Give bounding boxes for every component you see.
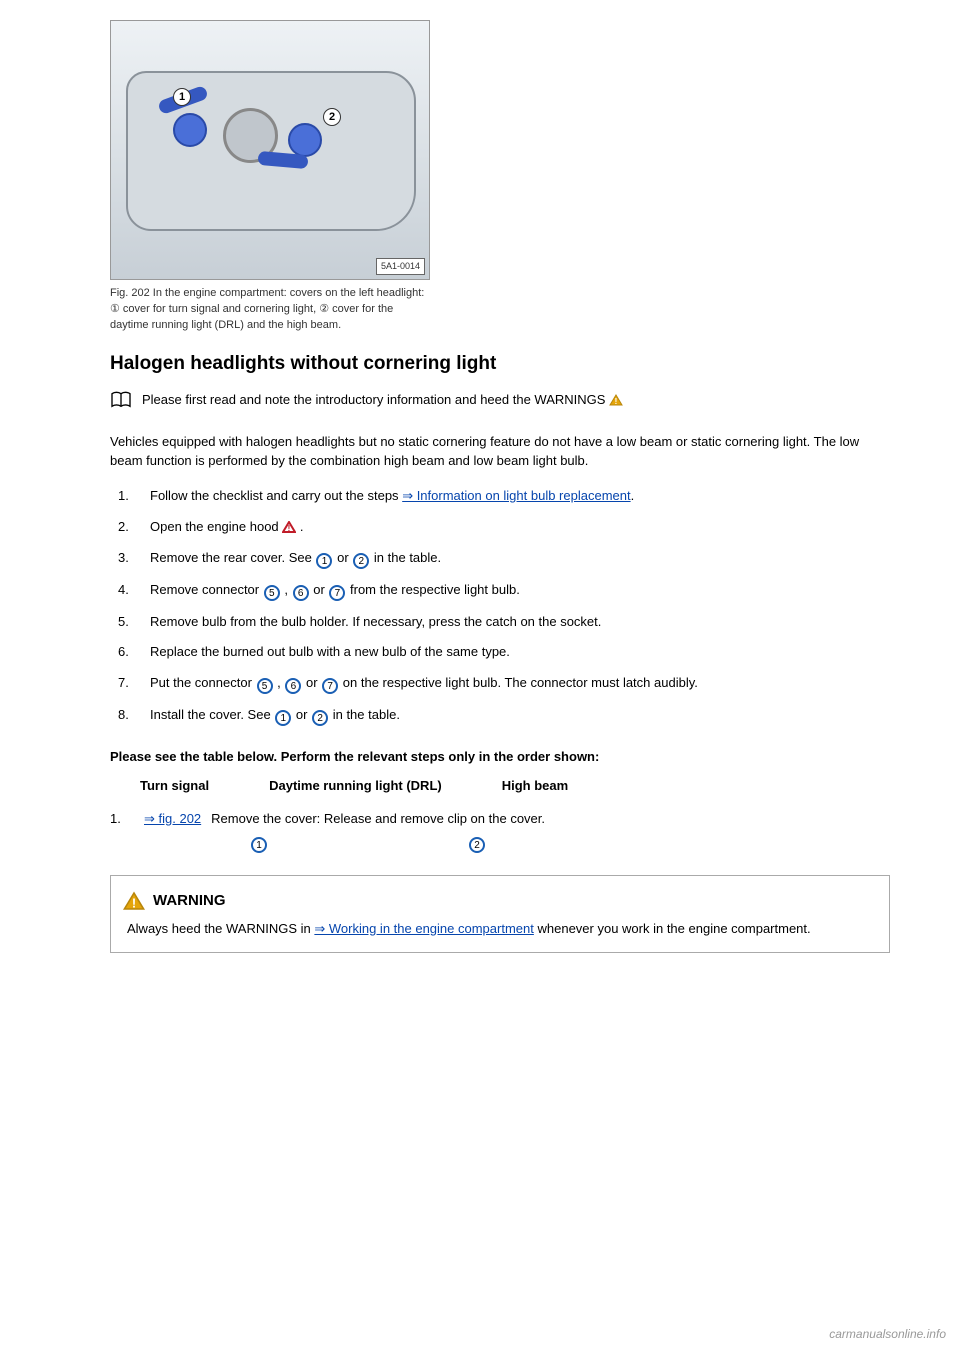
intro-text: Please first read and note the introduct… bbox=[142, 391, 623, 410]
ref-circle-2: 2 bbox=[312, 710, 328, 726]
step-text-mid: , bbox=[284, 582, 291, 597]
step-list: Follow the checklist and carry out the s… bbox=[110, 487, 890, 726]
step-4: Remove connector 5 , 6 or 7 from the res… bbox=[110, 581, 890, 601]
ref-circle-7: 7 bbox=[322, 678, 338, 694]
warning-box: ! WARNING Always heed the WARNINGS in ⇒ … bbox=[110, 875, 890, 954]
step-2: Open the engine hood ! . bbox=[110, 518, 890, 537]
table-row-refs: 1 2 bbox=[250, 837, 890, 853]
svg-text:!: ! bbox=[132, 895, 136, 910]
step-text: Open the engine hood bbox=[150, 519, 282, 534]
bulb-2 bbox=[288, 123, 322, 157]
ref-circle-1: 1 bbox=[275, 710, 291, 726]
figure-caption: Fig. 202 In the engine compartment: cove… bbox=[110, 286, 430, 334]
col-turn-signal: Turn signal bbox=[140, 777, 209, 796]
bulb-1 bbox=[173, 113, 207, 147]
ref-circle-6: 6 bbox=[285, 678, 301, 694]
step-text-mid2: or bbox=[306, 675, 321, 690]
step-8: Install the cover. See 1 or 2 in the tab… bbox=[110, 706, 890, 726]
figure-block: 1 2 5A1-0014 Fig. 202 In the engine comp… bbox=[110, 20, 890, 334]
step-text-end: from the respective light bulb. bbox=[350, 582, 520, 597]
warning-body-b: whenever you work in the engine compartm… bbox=[537, 921, 810, 936]
step-text-mid: or bbox=[337, 550, 352, 565]
step-text-end: . bbox=[631, 488, 635, 503]
book-icon bbox=[110, 391, 132, 415]
table-ref-1: 1 bbox=[251, 837, 267, 853]
step-text-end: in the table. bbox=[374, 550, 441, 565]
step-link[interactable]: ⇒ Information on light bulb replacement bbox=[402, 488, 630, 503]
arrow-2 bbox=[257, 151, 308, 169]
step-text-end: in the table. bbox=[333, 707, 400, 722]
ref-circle-7: 7 bbox=[329, 585, 345, 601]
step-1: Follow the checklist and carry out the s… bbox=[110, 487, 890, 506]
step-text: Follow the checklist and carry out the s… bbox=[150, 488, 402, 503]
callout-1: 1 bbox=[173, 88, 191, 106]
table-ref-2: 2 bbox=[469, 837, 485, 853]
intro-row: Please first read and note the introduct… bbox=[110, 391, 890, 415]
callout-2: 2 bbox=[323, 108, 341, 126]
svg-text:!: ! bbox=[615, 397, 618, 406]
warning-link[interactable]: ⇒ Working in the engine compartment bbox=[314, 921, 533, 936]
intro-pre: Please first read and note the introduct… bbox=[142, 392, 605, 407]
step-text-mid: , bbox=[277, 675, 284, 690]
ref-circle-1: 1 bbox=[316, 553, 332, 569]
step-text-end: . bbox=[300, 519, 304, 534]
warning-title: ! WARNING bbox=[127, 890, 873, 912]
step-6: Replace the burned out bulb with a new b… bbox=[110, 643, 890, 662]
warning-body-a: Always heed the WARNINGS in bbox=[127, 921, 314, 936]
table-heading: Please see the table below. Perform the … bbox=[110, 748, 890, 767]
step-text: Remove bulb from the bulb holder. If nec… bbox=[150, 614, 601, 629]
warning-body: Always heed the WARNINGS in ⇒ Working in… bbox=[127, 920, 873, 939]
warning-triangle-icon: ! bbox=[282, 521, 296, 533]
step-text-mid2: or bbox=[313, 582, 328, 597]
table-columns: Turn signal Daytime running light (DRL) … bbox=[140, 777, 890, 796]
watermark: carmanualsonline.info bbox=[829, 1326, 946, 1343]
step-5: Remove bulb from the bulb holder. If nec… bbox=[110, 613, 890, 632]
table-row-num: 1. bbox=[110, 810, 134, 829]
warning-triangle-icon: ! bbox=[609, 394, 623, 406]
step-7: Put the connector 5 , 6 or 7 on the resp… bbox=[110, 674, 890, 694]
preamble: Vehicles equipped with halogen headlight… bbox=[110, 433, 890, 471]
step-text: Remove connector bbox=[150, 582, 263, 597]
ref-circle-5: 5 bbox=[264, 585, 280, 601]
headlight-outline: 1 2 bbox=[126, 71, 416, 231]
figure-image: 1 2 5A1-0014 bbox=[110, 20, 430, 280]
col-high-beam: High beam bbox=[502, 777, 568, 796]
ref-circle-5: 5 bbox=[257, 678, 273, 694]
step-3: Remove the rear cover. See 1 or 2 in the… bbox=[110, 549, 890, 569]
figure-image-label: 5A1-0014 bbox=[376, 258, 425, 275]
ref-circle-2: 2 bbox=[353, 553, 369, 569]
table-row-1: 1. ⇒ fig. 202 Remove the cover: Release … bbox=[110, 810, 890, 829]
svg-text:!: ! bbox=[288, 524, 291, 533]
step-text: Put the connector bbox=[150, 675, 256, 690]
section-title: Halogen headlights without cornering lig… bbox=[110, 350, 890, 378]
step-text-end: on the respective light bulb. The connec… bbox=[343, 675, 698, 690]
col-drl: Daytime running light (DRL) bbox=[269, 777, 442, 796]
step-text: Remove the rear cover. See bbox=[150, 550, 315, 565]
step-text: Install the cover. See bbox=[150, 707, 274, 722]
step-text: Replace the burned out bulb with a new b… bbox=[150, 644, 510, 659]
table-row-text: Remove the cover: Release and remove cli… bbox=[211, 810, 545, 829]
fig-link[interactable]: ⇒ fig. 202 bbox=[144, 810, 201, 829]
warning-triangle-icon: ! bbox=[123, 891, 145, 910]
ref-circle-6: 6 bbox=[293, 585, 309, 601]
warning-title-text: WARNING bbox=[153, 890, 226, 912]
step-text-mid: or bbox=[296, 707, 311, 722]
